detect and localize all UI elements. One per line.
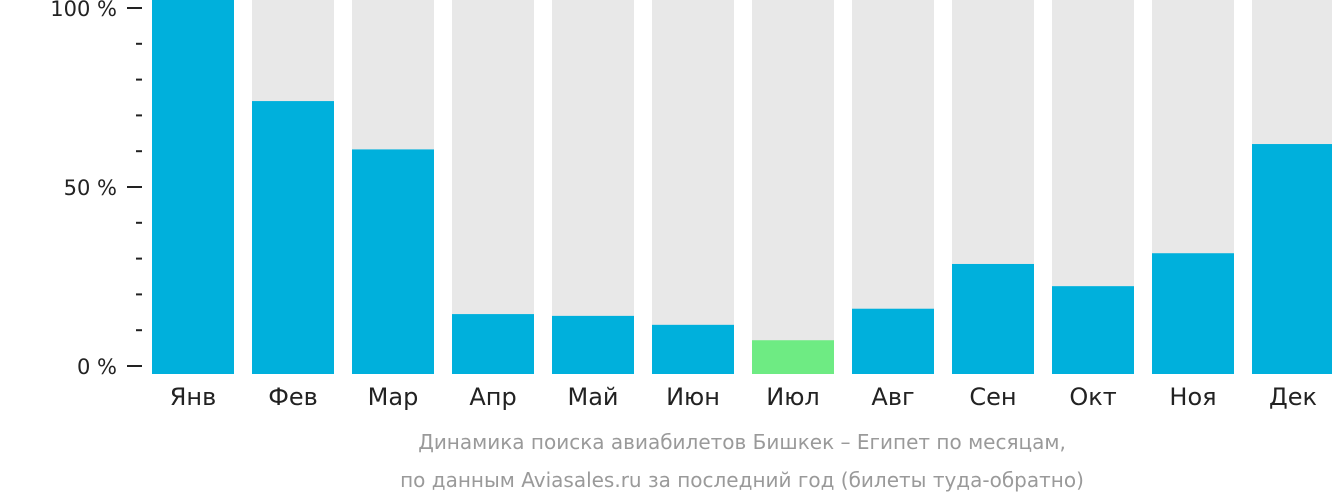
x-tick-label: Окт: [1069, 383, 1116, 411]
x-tick-label: Дек: [1269, 383, 1317, 411]
bar-5: [552, 315, 634, 374]
bar-background: [652, 0, 734, 374]
bar-12: [1252, 144, 1332, 374]
x-tick-label: Мар: [368, 383, 419, 411]
bar-3: [352, 149, 434, 374]
bar-background: [552, 0, 634, 374]
x-tick-label: Янв: [170, 383, 217, 411]
y-axis: 100 % 50 % 0 %: [50, 0, 142, 379]
x-tick-label: Апр: [469, 383, 516, 411]
x-axis-labels: Янв Фев Мар Апр Май Июн Июл Авг Сен Окт Ноя Дек: [170, 383, 1317, 411]
bar-2: [252, 101, 334, 374]
bar-1: [152, 0, 234, 374]
x-tick-label: Май: [567, 383, 618, 411]
x-tick-label: Июн: [666, 383, 720, 411]
bar-background: [752, 0, 834, 374]
x-tick-label: Фев: [268, 383, 318, 411]
bars: [152, 0, 1332, 374]
bar-10: [1052, 286, 1134, 374]
caption-line-2: по данным Aviasales.ru за последний год …: [400, 468, 1084, 492]
y-tick-label: 50 %: [64, 176, 117, 200]
x-tick-label: Июл: [766, 383, 820, 411]
bar-9: [952, 263, 1034, 374]
chart-caption: Динамика поиска авиабилетов Бишкек – Еги…: [400, 430, 1084, 492]
x-tick-label: Авг: [871, 383, 914, 411]
x-tick-label: Сен: [969, 383, 1016, 411]
bar-background: [452, 0, 534, 374]
x-tick-label: Ноя: [1169, 383, 1216, 411]
y-tick-label: 100 %: [50, 0, 117, 21]
bar-7: [752, 340, 834, 374]
caption-line-1: Динамика поиска авиабилетов Бишкек – Еги…: [418, 430, 1066, 454]
bar-8: [852, 308, 934, 374]
y-tick-label: 0 %: [77, 355, 117, 379]
bar-4: [452, 314, 534, 374]
bar-6: [652, 324, 734, 374]
bar-11: [1152, 253, 1234, 374]
